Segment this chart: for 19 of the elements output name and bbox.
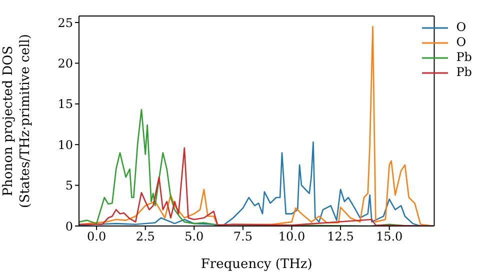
x-tick-label: 7.5 [233, 230, 252, 244]
x-tick-label: 12.5 [327, 230, 354, 244]
legend-label: O [456, 20, 466, 35]
y-tick-label: 5 [65, 178, 73, 193]
y-tick-label: 0 [65, 219, 73, 234]
x-tick-label: 15.0 [376, 230, 403, 244]
y-tick-label: 10 [58, 138, 73, 152]
y-tick-label: 25 [58, 16, 73, 30]
legend-label: O [456, 35, 466, 50]
y-tick-label: 20 [58, 56, 73, 70]
x-tick-label: 2.5 [136, 230, 155, 244]
y-axis-title: Phonon projected DOS (States/THz·primitive cell) [1, 34, 33, 208]
x-tick-label: 10.0 [278, 230, 306, 244]
x-tick-label: 5.0 [184, 230, 204, 244]
x-tick-label: 0.0 [87, 230, 106, 244]
legend-label: Pb [456, 50, 472, 65]
x-axis-title: Frequency (THz) [200, 257, 312, 272]
y-tick-label: 15 [58, 97, 73, 112]
legend-label: Pb [456, 65, 472, 80]
